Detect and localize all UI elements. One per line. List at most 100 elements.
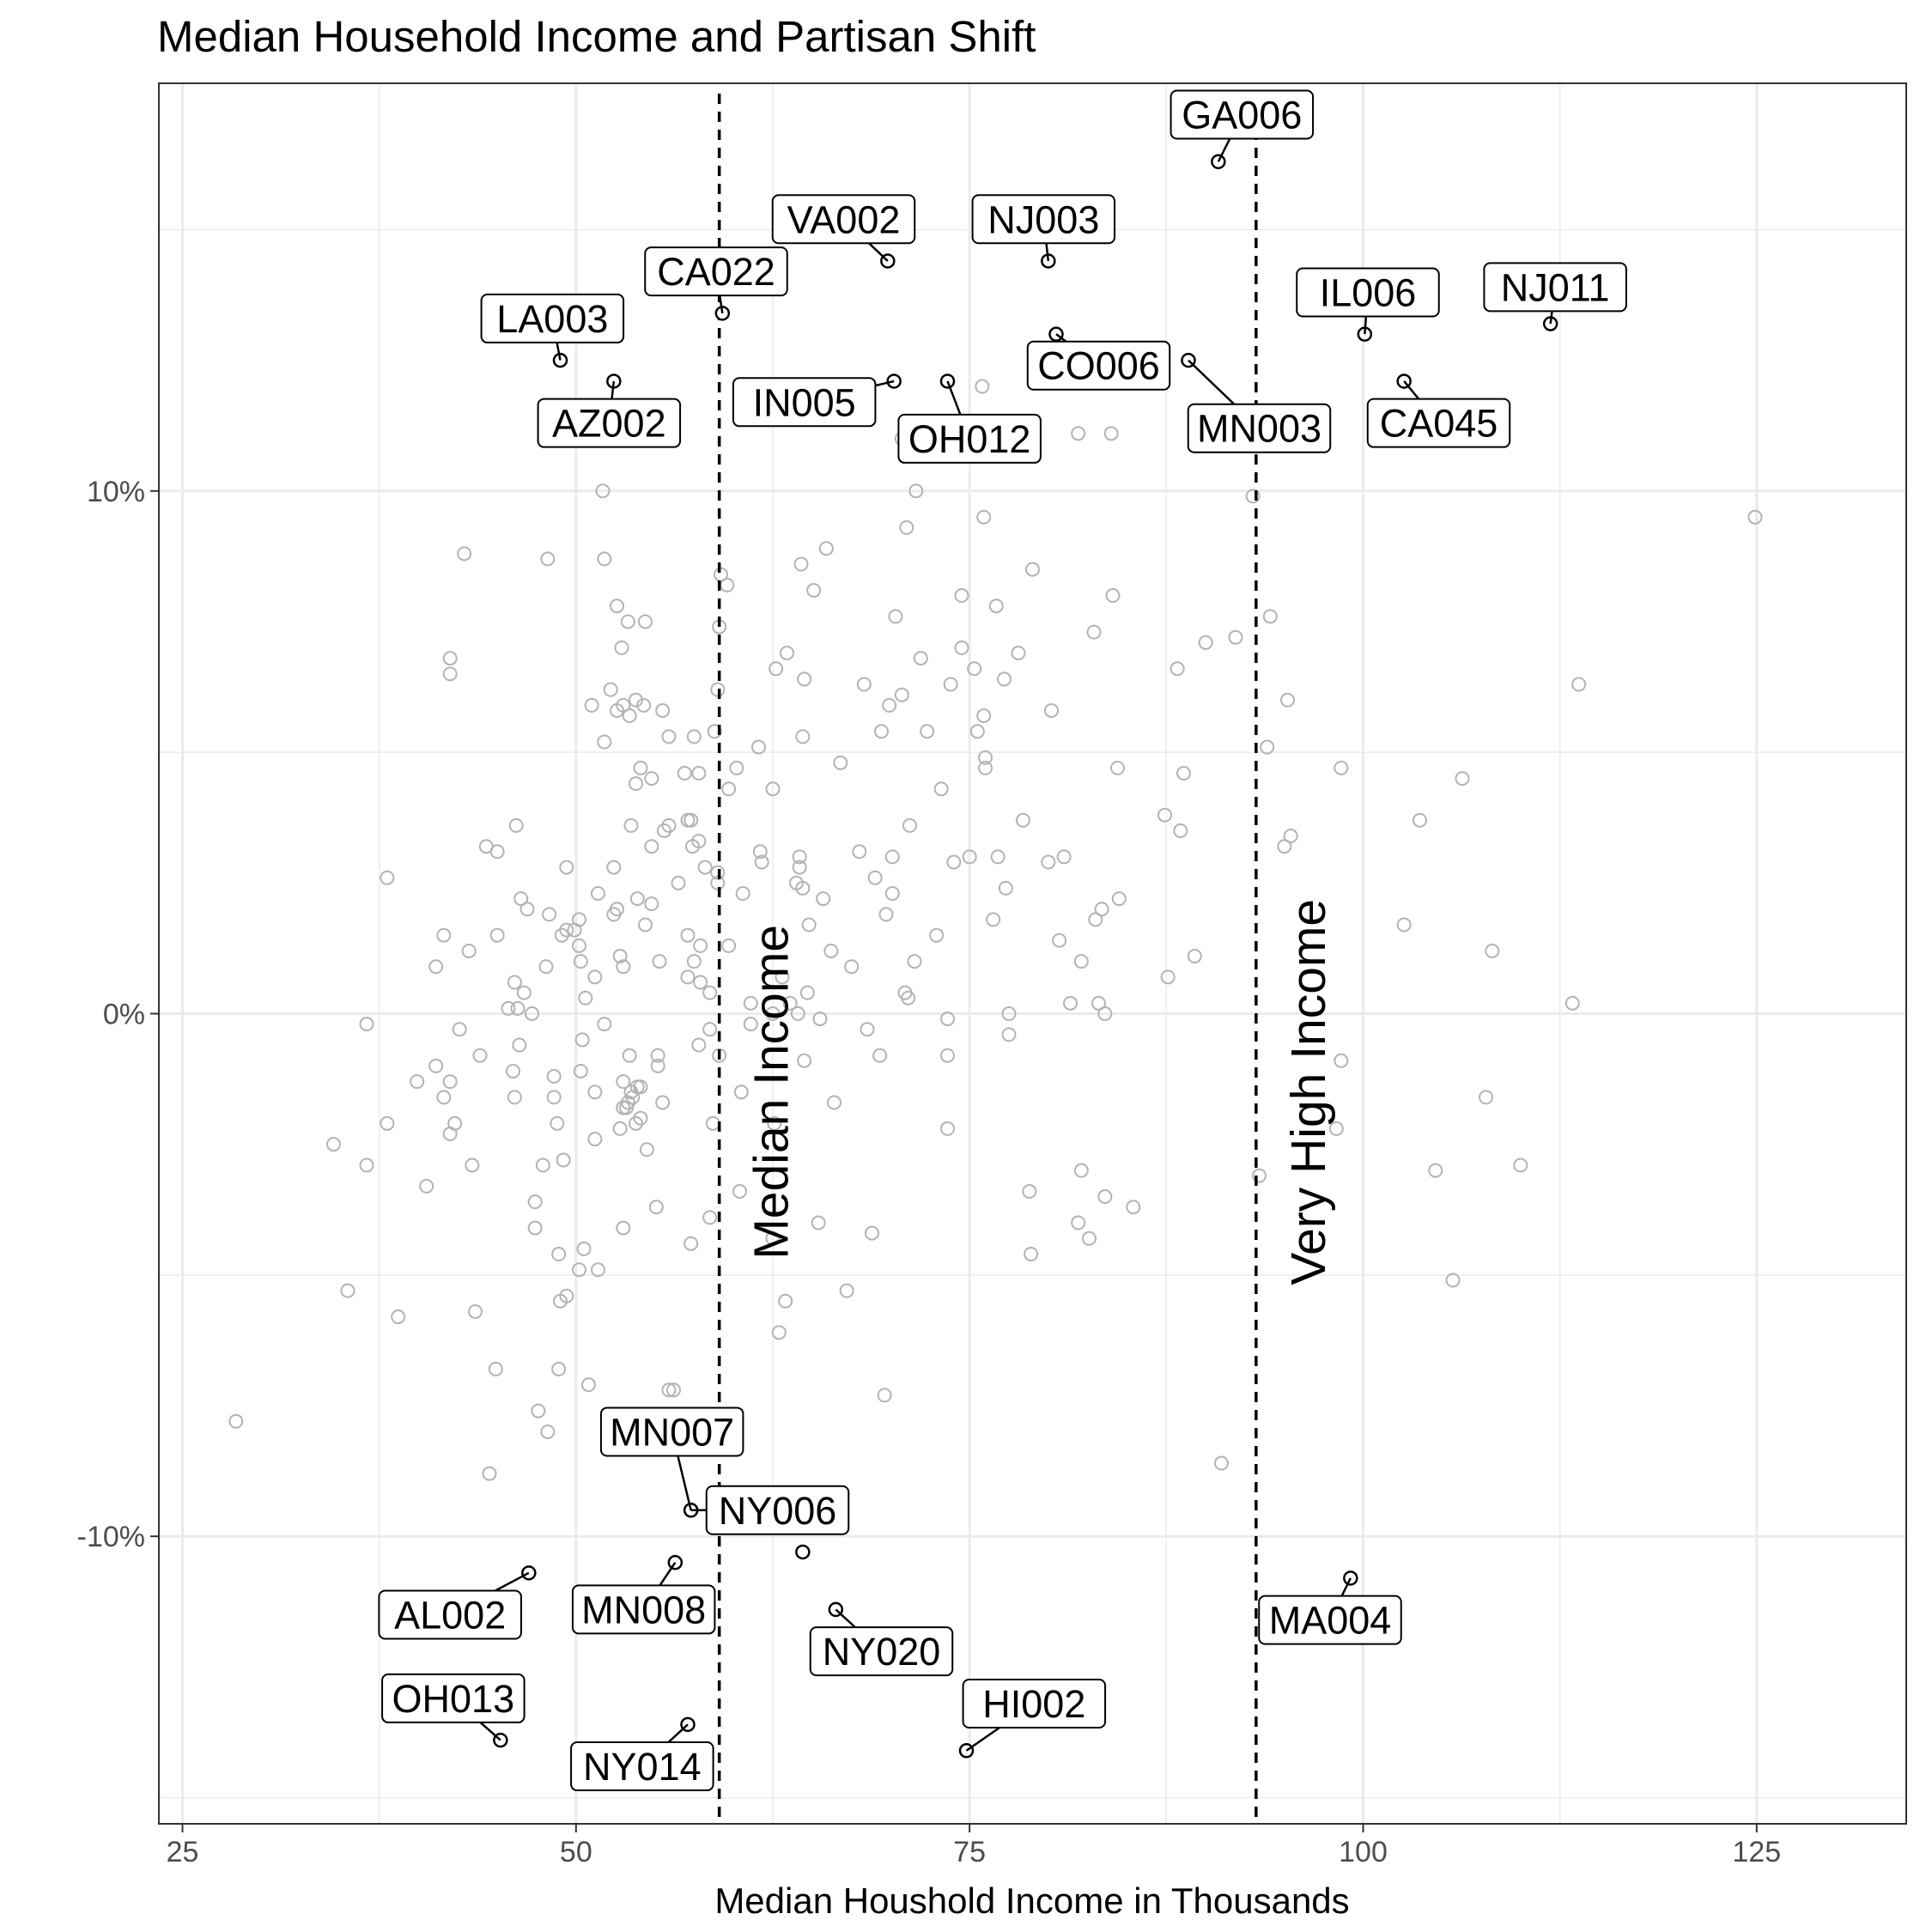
data-point [976, 509, 992, 525]
data-point [488, 1361, 503, 1376]
data-point [1041, 854, 1056, 870]
data-point [556, 1152, 571, 1168]
point-label: HI002 [982, 1682, 1085, 1726]
data-point [1747, 509, 1763, 525]
data-point [908, 483, 924, 499]
point-label: OH013 [392, 1677, 515, 1721]
data-point [428, 1058, 444, 1073]
data-point [513, 891, 529, 907]
data-point [603, 682, 618, 697]
data-point [1063, 995, 1078, 1011]
x-axis-title: Median Houshold Income in Thousands [714, 1880, 1349, 1921]
point-label: LA003 [496, 297, 608, 341]
data-point [527, 1194, 543, 1210]
data-point [686, 954, 702, 969]
point-label: VA002 [787, 197, 901, 241]
data-point [616, 1220, 631, 1236]
data-point [447, 1115, 463, 1131]
point-label: IL006 [1320, 270, 1417, 314]
data-point [652, 954, 667, 969]
data-point [707, 724, 722, 739]
data-point [572, 938, 586, 953]
data-point [614, 640, 629, 655]
data-point [465, 1157, 480, 1173]
data-point [907, 954, 922, 969]
data-point [1173, 823, 1188, 838]
data-point [1280, 692, 1295, 708]
data-point [940, 1048, 955, 1063]
data-point [710, 682, 726, 697]
data-point [677, 765, 692, 781]
point-label: MA004 [1269, 1599, 1392, 1643]
data-point [714, 567, 728, 582]
point-label: OH012 [908, 417, 1031, 461]
data-point [899, 519, 914, 535]
data-point [629, 891, 645, 907]
data-point [1103, 426, 1119, 441]
data-point [954, 640, 969, 655]
data-point [1126, 1200, 1141, 1215]
data-point [1214, 1455, 1229, 1471]
data-point [697, 860, 713, 875]
label-box [599, 1406, 744, 1457]
data-point [391, 1309, 406, 1325]
data-point [587, 1132, 603, 1147]
data-point [710, 865, 726, 880]
data-point [1056, 849, 1072, 865]
data-point [507, 975, 522, 990]
label-connector [1364, 316, 1368, 335]
data-point [833, 755, 848, 770]
data-point [538, 959, 554, 975]
data-point [844, 959, 860, 975]
label-box [570, 1741, 714, 1792]
data-point [816, 891, 831, 907]
data-point [1082, 1230, 1097, 1246]
data-point [1260, 739, 1275, 755]
data-point [442, 666, 458, 682]
data-point [954, 588, 969, 604]
data-point [622, 1048, 637, 1063]
data-point [735, 885, 750, 901]
data-point [597, 734, 612, 750]
data-point [1094, 902, 1109, 917]
data-point [587, 969, 603, 985]
data-point [428, 959, 444, 975]
data-point [1157, 807, 1172, 823]
data-point [799, 985, 815, 1000]
x-axis: 25 50 75 100 125 [167, 1824, 1781, 1868]
data-point [436, 1090, 452, 1105]
data-point [691, 834, 707, 849]
data-point [1513, 1157, 1528, 1173]
data-point [884, 849, 900, 865]
data-point [576, 1241, 592, 1256]
data-point [691, 765, 707, 781]
data-point [650, 1048, 665, 1063]
data-point [693, 975, 708, 990]
label-box [1258, 1595, 1402, 1645]
data-point [340, 1283, 355, 1298]
data-point [489, 844, 505, 860]
label-connector [495, 1571, 530, 1592]
data-point [512, 1037, 527, 1053]
data-point [508, 817, 524, 833]
data-point [661, 817, 677, 833]
data-point [976, 708, 992, 724]
data-point [359, 1157, 374, 1173]
data-point [1328, 1121, 1344, 1136]
data-point [1485, 943, 1500, 958]
data-point [1283, 829, 1298, 844]
label-box [1483, 262, 1627, 313]
data-point [852, 844, 867, 860]
label-box [537, 398, 682, 448]
point-label: CA022 [657, 250, 775, 294]
data-point [1073, 1163, 1089, 1178]
data-point [591, 885, 605, 901]
data-point [1228, 629, 1243, 645]
point-label: CA045 [1380, 402, 1498, 446]
label-connector [1217, 137, 1231, 162]
data-point [452, 1022, 467, 1037]
data-point [551, 1247, 567, 1262]
data-point [710, 875, 726, 890]
data-point [691, 1037, 707, 1053]
